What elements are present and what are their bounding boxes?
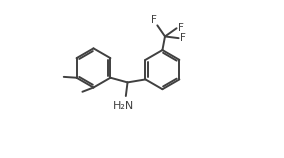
Text: F: F — [151, 15, 156, 25]
Text: H₂N: H₂N — [113, 101, 134, 111]
Text: F: F — [178, 23, 184, 33]
Text: F: F — [180, 33, 186, 43]
